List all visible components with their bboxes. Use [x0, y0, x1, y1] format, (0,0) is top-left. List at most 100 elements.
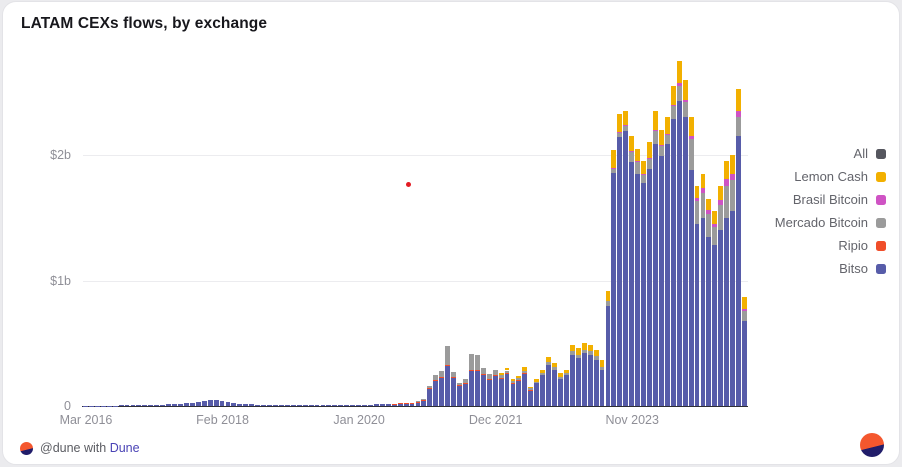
bar-segment-mercado-bitcoin [736, 117, 742, 137]
bar-segment-brasil-bitcoin [623, 124, 629, 126]
bar-segment-bitso [546, 364, 552, 406]
legend-item-mercado-bitcoin[interactable]: Mercado Bitcoin [775, 211, 886, 234]
bar-segment-bitso [296, 405, 302, 406]
bar-segment-ripio [480, 373, 486, 375]
bar-segment-lemon-cash [706, 198, 712, 211]
bar-segment-bitso [718, 230, 724, 406]
bar-segment-lemon-cash [611, 150, 617, 168]
bar-segment-bitso [201, 401, 207, 406]
bar-segment-mercado-bitcoin [688, 138, 694, 171]
legend-item-lemon-cash[interactable]: Lemon Cash [775, 165, 886, 188]
legend-item-brasil-bitcoin[interactable]: Brasil Bitcoin [775, 188, 886, 211]
bar-segment-bitso [172, 403, 177, 406]
attribution-prefix: @dune with [40, 441, 107, 455]
bar-segment-bitso [641, 183, 647, 406]
bar-segment-lemon-cash [623, 111, 629, 125]
bar-segment-bitso [552, 369, 557, 406]
bar-segment-lemon-cash [581, 343, 587, 350]
bar-segment-brasil-bitcoin [635, 161, 641, 162]
bar-segment-brasil-bitcoin [694, 197, 700, 202]
dune-link[interactable]: Dune [109, 441, 140, 455]
bar-segment-lemon-cash [682, 79, 688, 100]
bar-segment-bitso [421, 400, 427, 406]
x-axis-line [82, 406, 748, 407]
bar-segment-lemon-cash [641, 161, 647, 174]
legend-swatch-ripio [876, 240, 886, 251]
bar-segment-ripio [427, 388, 433, 390]
bar-segment-bitso [106, 405, 112, 406]
bar-segment-bitso [249, 404, 255, 406]
bar-segment-bitso [261, 404, 267, 406]
bar-segment-mercado-bitcoin [670, 106, 676, 119]
cursor-dot [406, 182, 411, 187]
legend-label: Lemon Cash [794, 169, 868, 184]
bar-segment-bitso [439, 378, 445, 406]
bar-segment-bitso [278, 405, 284, 406]
bar-segment-brasil-bitcoin [670, 104, 676, 107]
bar-segment-mercado-bitcoin [647, 158, 652, 169]
bar-segment-bitso [510, 383, 516, 406]
bar-segment-lemon-cash [605, 290, 611, 301]
bar-segment-bitso [267, 404, 272, 406]
bar-segment-bitso [569, 354, 575, 406]
bar-segment-bitso [320, 404, 326, 406]
bar-segment-bitso [581, 353, 587, 406]
bar-segment-bitso [255, 404, 261, 406]
bar-segment-bitso [166, 404, 172, 406]
bar-segment-lemon-cash [546, 357, 552, 363]
bar-segment-bitso [629, 161, 635, 406]
legend-label: All [853, 146, 868, 161]
bar-segment-lemon-cash [658, 129, 664, 145]
legend-item-ripio[interactable]: Ripio [775, 234, 886, 257]
bar-segment-bitso [433, 380, 439, 406]
bar-segment-lemon-cash [664, 117, 670, 134]
bar-segment-brasil-bitcoin [629, 151, 635, 152]
x-tick-label: Jan 2020 [333, 413, 385, 427]
bar-segment-bitso [451, 378, 457, 406]
bar-segment-bitso [373, 404, 379, 406]
bar-segment-lemon-cash [617, 113, 623, 133]
legend-label: Mercado Bitcoin [774, 215, 868, 230]
bar-segment-bitso [142, 405, 148, 406]
bar-segment-bitso [599, 369, 605, 406]
bar-segment-lemon-cash [522, 366, 528, 371]
bar-segment-lemon-cash [712, 211, 718, 225]
legend-label: Ripio [838, 238, 868, 253]
bar-segment-bitso [712, 245, 718, 406]
gridline-1b [83, 280, 748, 282]
legend-item-all[interactable]: All [775, 142, 886, 165]
bar-segment-bitso [391, 403, 397, 406]
bar-segment-bitso [623, 130, 629, 406]
bar-segment-bitso [635, 174, 641, 406]
gridline-2b [83, 155, 748, 156]
bar-segment-lemon-cash [504, 367, 510, 371]
bar-segment-mercado-bitcoin [629, 151, 635, 162]
bar-segment-brasil-bitcoin [617, 132, 623, 134]
bar-segment-bitso [522, 373, 528, 406]
bar-segment-ripio [463, 382, 468, 384]
bar-segment-mercado-bitcoin [658, 146, 664, 157]
bar-segment-lemon-cash [629, 136, 635, 152]
bar-segment-mercado-bitcoin [433, 374, 439, 380]
bar-segment-brasil-bitcoin [706, 210, 712, 214]
bar-segment-lemon-cash [528, 387, 534, 389]
bar-segment-bitso [112, 405, 118, 406]
bar-segment-brasil-bitcoin [653, 129, 658, 132]
bar-segment-bitso [243, 404, 249, 406]
bar-segment-bitso [231, 403, 237, 406]
bar-segment-bitso [385, 403, 391, 406]
bar-segment-lemon-cash [724, 161, 730, 179]
legend-item-bitso[interactable]: Bitso [775, 257, 886, 280]
x-tick-label: Mar 2016 [59, 413, 113, 427]
bar-segment-bitso [219, 400, 225, 406]
bar-segment-bitso [427, 389, 433, 406]
bar-segment-mercado-bitcoin [641, 174, 647, 184]
bar-segment-mercado-bitcoin [427, 385, 433, 389]
bar-segment-lemon-cash [552, 363, 557, 368]
bar-segment-brasil-bitcoin [682, 99, 688, 103]
attribution: @dune with Dune [20, 441, 140, 455]
dune-logo-badge[interactable] [860, 433, 884, 457]
bar-segment-lemon-cash [694, 186, 700, 198]
bar-segment-bitso [213, 399, 219, 406]
